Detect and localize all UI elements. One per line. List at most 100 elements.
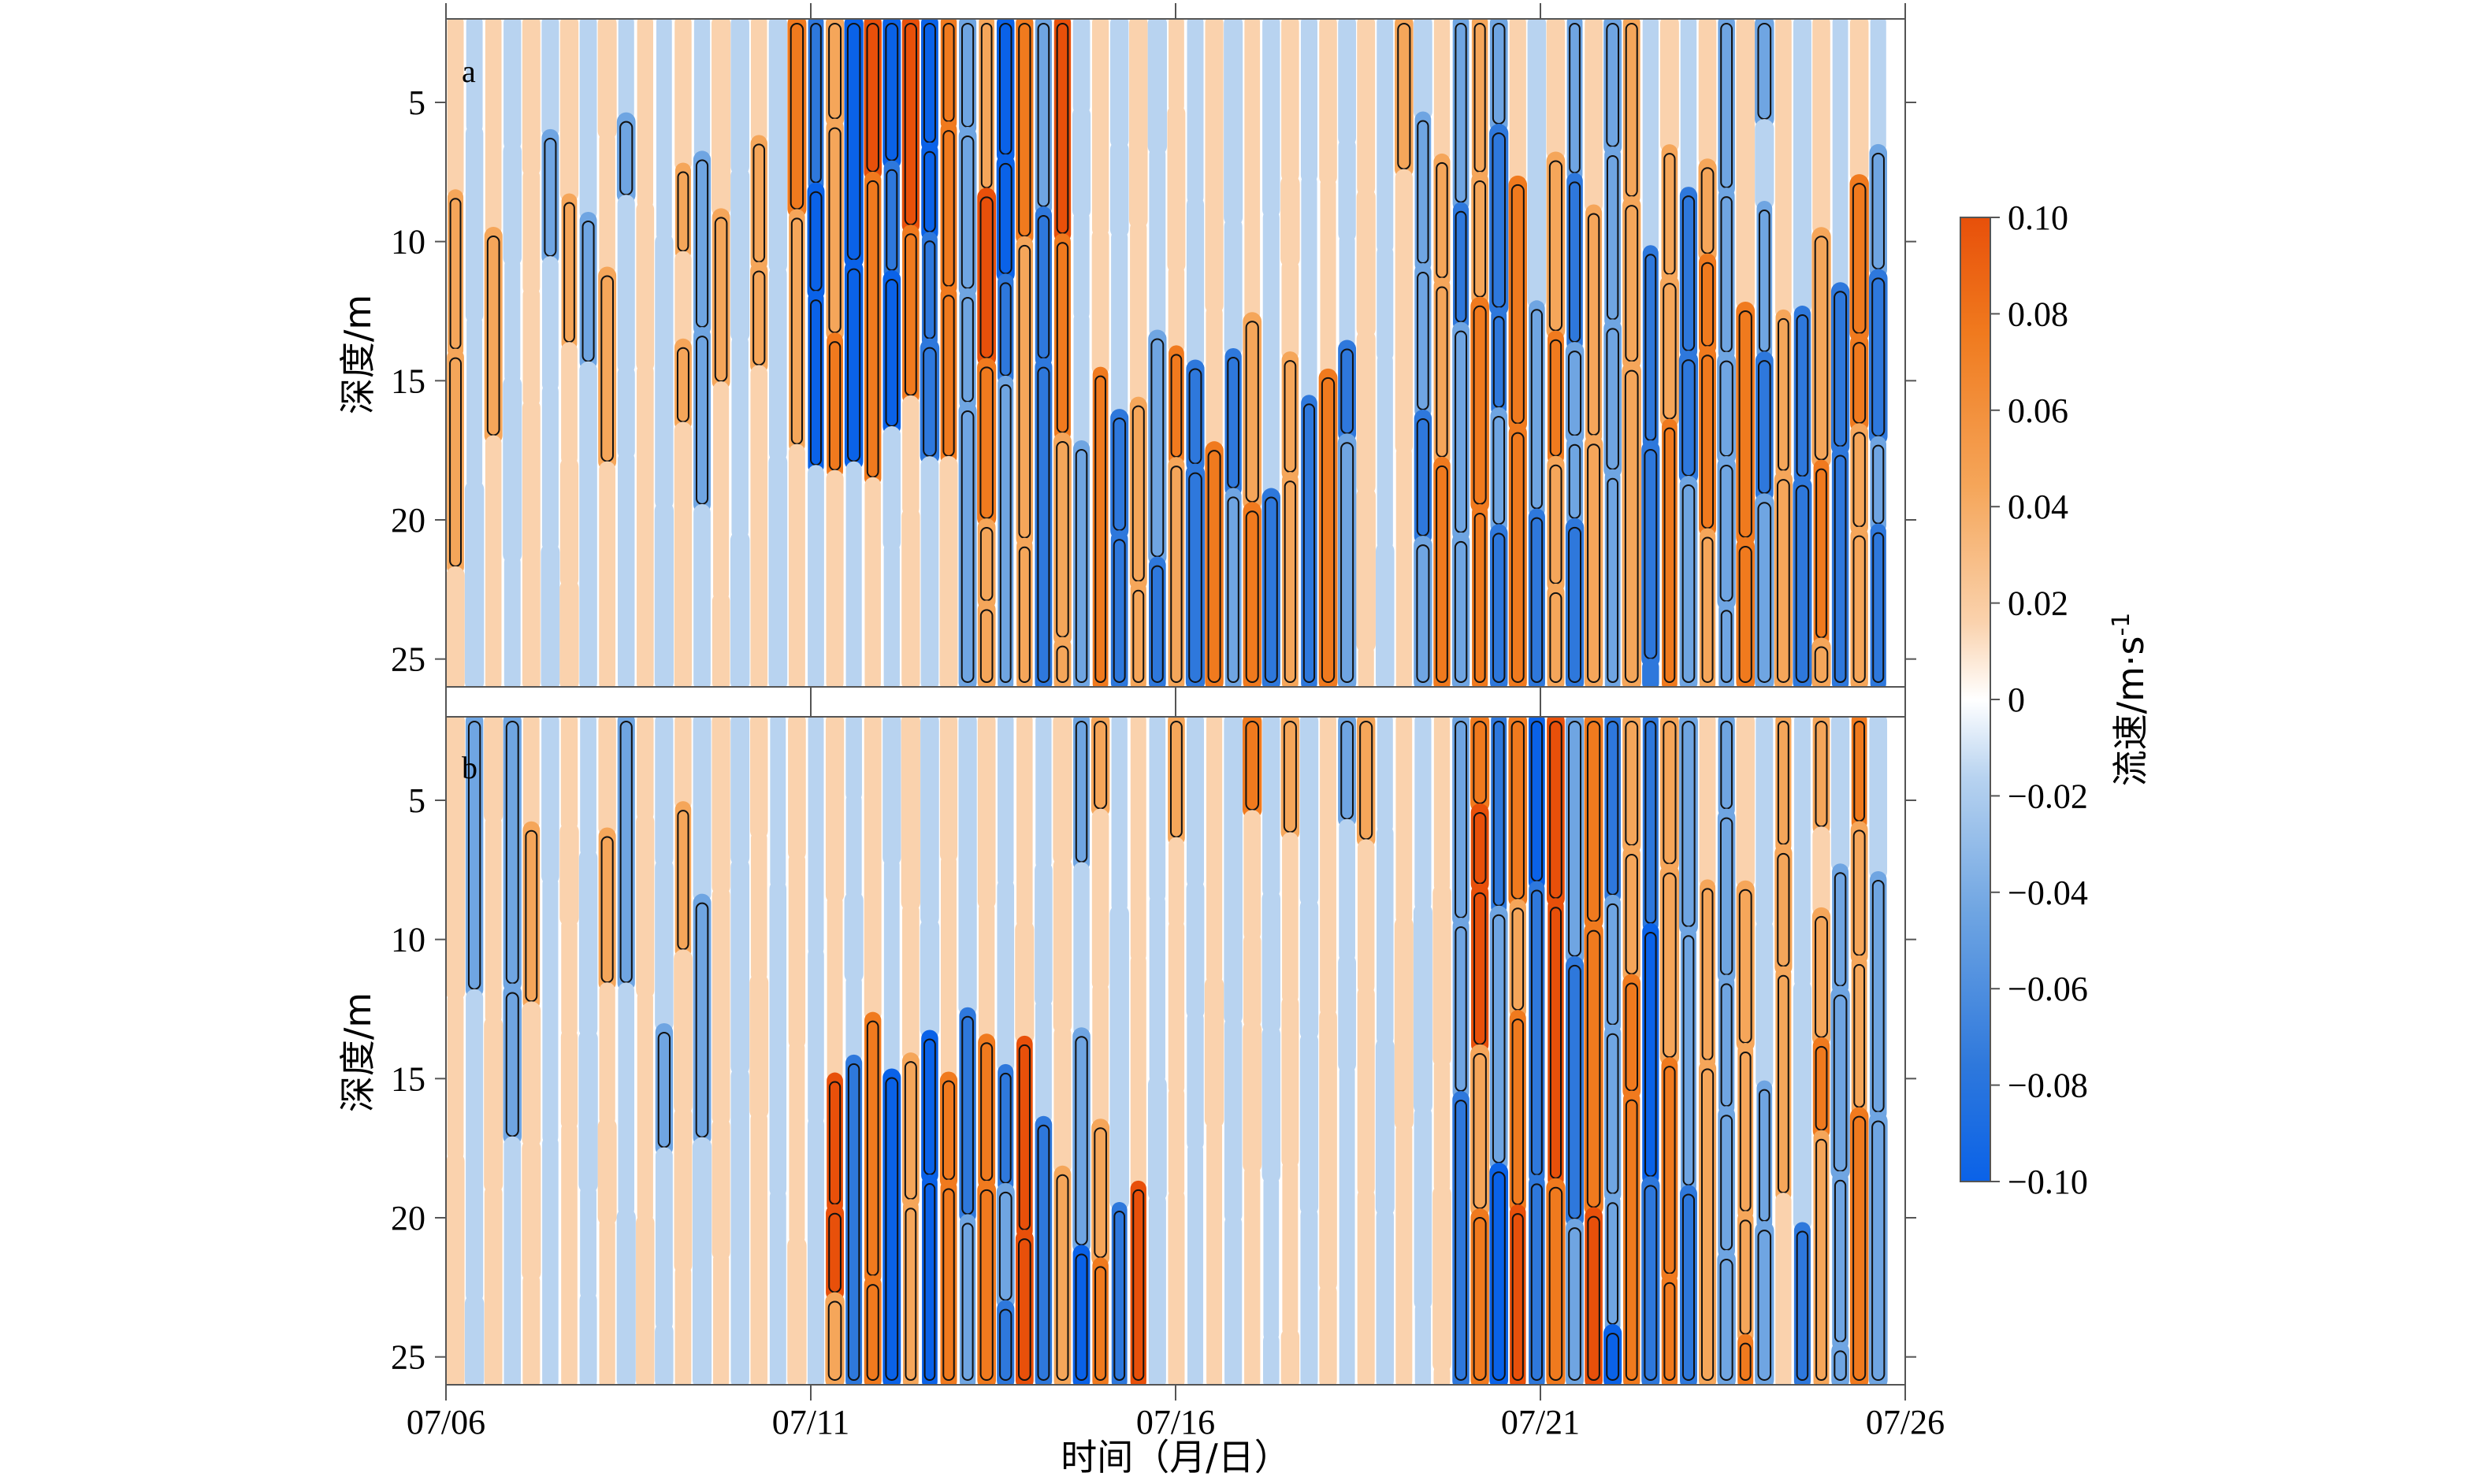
velocity-band (864, 171, 882, 487)
velocity-band (920, 338, 940, 466)
velocity-band (787, 1236, 807, 1385)
velocity-band (807, 1116, 825, 1385)
velocity-band (712, 886, 730, 1126)
velocity-band (730, 19, 749, 176)
contour-line (1321, 377, 1336, 683)
velocity-band (998, 375, 1014, 687)
y-tick-label: 20 (391, 501, 425, 540)
velocity-band (959, 1214, 976, 1385)
y-tick-label: 10 (391, 921, 425, 959)
contour-line (1815, 1138, 1827, 1381)
velocity-band (1281, 258, 1299, 362)
velocity-band (503, 983, 522, 1146)
velocity-band (617, 195, 635, 375)
velocity-band (1280, 1327, 1300, 1385)
velocity-band (674, 19, 692, 173)
velocity-band (1243, 717, 1262, 820)
velocity-band (1679, 187, 1698, 361)
velocity-band (674, 717, 692, 811)
contour-line (1548, 160, 1563, 332)
y-tick-label: 25 (391, 1338, 425, 1377)
velocity-band (1870, 19, 1886, 154)
velocity-band (1244, 19, 1261, 322)
velocity-band (1395, 19, 1414, 179)
velocity-band (864, 477, 881, 687)
contour-line (1473, 180, 1487, 298)
velocity-band (827, 1072, 843, 1214)
contour-line (1720, 196, 1733, 353)
velocity-band (1699, 528, 1716, 687)
contour-line (1607, 903, 1619, 1026)
contour-line (1094, 375, 1106, 683)
velocity-band (1700, 879, 1716, 1070)
contour-line (1853, 963, 1866, 1108)
velocity-band (674, 250, 692, 348)
velocity-band (1849, 1107, 1869, 1385)
velocity-band (730, 857, 750, 1077)
velocity-band (542, 1135, 559, 1385)
contour-line (1587, 443, 1601, 683)
velocity-band (1678, 351, 1699, 486)
colorbar-tick-label: 0.04 (2008, 488, 2068, 526)
velocity-band (1661, 1057, 1678, 1283)
velocity-band (578, 848, 598, 1039)
colorbar-ticks: 0.10 0.08 0.06 0.04 0.02 0 −0.02 −0.04 −0.06 −0.0… (1990, 198, 2088, 1201)
velocity-band (1299, 897, 1319, 1041)
velocity-band (1794, 717, 1811, 989)
velocity-band (1300, 1206, 1318, 1385)
velocity-band (1263, 1174, 1280, 1342)
velocity-band (1224, 347, 1242, 498)
velocity-band (599, 131, 615, 276)
velocity-band (808, 947, 824, 1126)
velocity-band (940, 286, 957, 466)
velocity-band (1301, 395, 1317, 687)
velocity-band (1357, 985, 1375, 1197)
contour-line (1814, 236, 1829, 461)
velocity-band (901, 19, 920, 235)
contour-line (1853, 721, 1865, 822)
velocity-band (1130, 220, 1147, 406)
velocity-band (940, 853, 957, 1081)
contour-line (1056, 1174, 1069, 1382)
velocity-band (1092, 981, 1109, 1129)
velocity-band (882, 19, 901, 170)
velocity-band (1413, 903, 1432, 1115)
velocity-band (1432, 884, 1451, 1068)
contour-line (1663, 721, 1677, 865)
velocity-band (1698, 253, 1717, 356)
velocity-band (750, 262, 768, 375)
contour-line (563, 202, 575, 343)
x-tick-label: 07/06 (407, 1403, 485, 1441)
y-tick-label: 15 (391, 362, 425, 400)
velocity-band (978, 900, 995, 1044)
velocity-band (1793, 1222, 1811, 1385)
velocity-band (901, 902, 920, 1063)
velocity-band (1508, 717, 1528, 909)
velocity-band (485, 814, 502, 1026)
panel-a-velocity-bands (446, 19, 1888, 687)
contour-line (1778, 317, 1789, 472)
velocity-band (1035, 206, 1053, 368)
velocity-band (1168, 457, 1185, 687)
contour-line (1549, 592, 1562, 683)
contour-line (1473, 1217, 1487, 1381)
velocity-band (1452, 202, 1470, 332)
velocity-band (1073, 210, 1090, 321)
velocity-band (1528, 717, 1545, 891)
contour-line (1284, 360, 1297, 473)
contour-line (1188, 472, 1202, 683)
contour-line (1207, 450, 1221, 683)
velocity-band (1622, 845, 1640, 984)
velocity-band (617, 365, 635, 461)
velocity-band (1091, 808, 1109, 992)
velocity-band (1263, 1332, 1280, 1385)
contour-line (1094, 721, 1108, 810)
velocity-band (1755, 351, 1774, 503)
velocity-band (1147, 1075, 1167, 1203)
contour-line (1549, 907, 1562, 1179)
velocity-band (1186, 195, 1205, 369)
velocity-band (1035, 861, 1053, 1008)
velocity-band (1109, 19, 1129, 150)
velocity-band (996, 154, 1015, 284)
velocity-band (636, 363, 654, 687)
